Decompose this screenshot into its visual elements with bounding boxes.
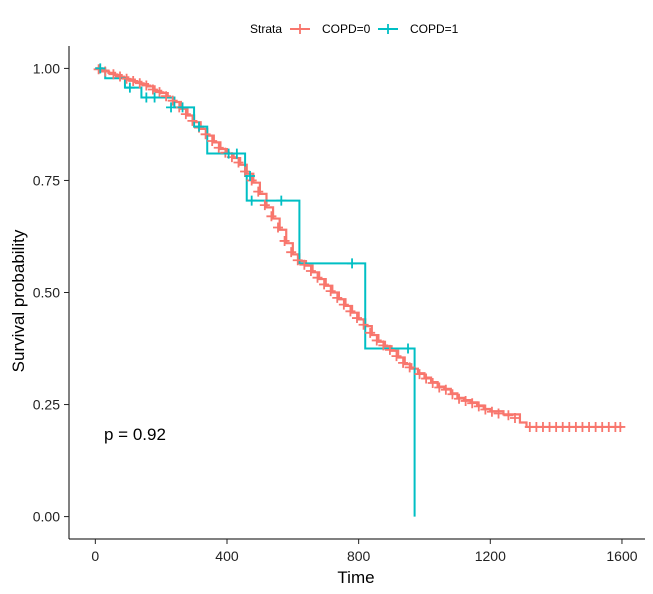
series-line-copd-0	[95, 67, 622, 429]
p-value-annotation: p = 0.92	[104, 425, 166, 444]
censor-mark-copd-0	[440, 384, 451, 395]
censor-mark-copd-0	[434, 382, 445, 393]
x-tick-label: 1600	[606, 548, 637, 564]
y-tick-label: 0.75	[33, 172, 60, 188]
censor-mark-copd-0	[421, 373, 432, 384]
censor-mark-copd-0	[486, 406, 497, 417]
censor-mark-copd-0	[128, 75, 139, 86]
x-axis-ticks: 0 400 800 1200 1600	[91, 539, 638, 564]
censor-layer	[93, 63, 626, 432]
censor-mark-copd-0	[615, 421, 626, 432]
censor-mark-copd-0	[384, 344, 395, 355]
censor-mark-copd-0	[325, 286, 336, 297]
censor-mark-copd-1	[149, 92, 160, 103]
censor-mark-copd-0	[154, 87, 165, 98]
censor-mark-copd-0	[460, 395, 471, 406]
censor-mark-copd-0	[338, 299, 349, 310]
legend-key-copd-0	[290, 24, 310, 34]
censor-mark-copd-0	[312, 272, 323, 283]
censor-mark-copd-1	[231, 148, 242, 159]
censor-mark-copd-0	[493, 408, 504, 419]
censor-mark-copd-0	[147, 84, 158, 95]
censor-mark-copd-0	[345, 306, 356, 317]
series-layer	[95, 67, 622, 517]
censor-mark-copd-0	[391, 351, 402, 362]
censor-mark-copd-0	[207, 136, 218, 147]
censor-mark-copd-0	[286, 247, 297, 258]
censor-mark-copd-1	[166, 102, 177, 113]
censor-mark-copd-0	[398, 357, 409, 368]
censor-mark-copd-1	[124, 82, 135, 93]
censor-mark-copd-0	[200, 129, 211, 140]
censor-mark-copd-0	[273, 222, 284, 233]
censor-mark-copd-0	[305, 265, 316, 276]
censor-mark-copd-0	[378, 340, 389, 351]
censor-mark-copd-0	[167, 95, 178, 106]
censor-mark-copd-0	[299, 259, 310, 270]
censor-mark-copd-0	[266, 211, 277, 222]
censor-mark-copd-0	[134, 78, 145, 89]
censor-mark-copd-0	[332, 292, 343, 303]
x-tick-label: 400	[215, 548, 239, 564]
censor-mark-copd-0	[473, 401, 484, 412]
censor-mark-copd-0	[447, 389, 458, 400]
y-axis-title: Survival probability	[9, 229, 28, 372]
x-tick-label: 1200	[475, 548, 506, 564]
censor-mark-copd-0	[253, 186, 264, 197]
censor-mark-copd-1	[95, 63, 106, 74]
y-axis-ticks: 0.00 0.25 0.50 0.75 1.00	[33, 60, 69, 525]
censor-mark-copd-0	[121, 73, 132, 84]
censor-mark-copd-1	[276, 195, 287, 206]
censor-mark-copd-0	[141, 80, 152, 91]
censor-mark-copd-0	[213, 142, 224, 153]
censor-mark-copd-0	[279, 235, 290, 246]
censor-mark-copd-0	[319, 279, 330, 290]
legend-label-copd-1: COPD=1	[410, 22, 459, 36]
y-tick-label: 1.00	[33, 60, 60, 76]
censor-mark-copd-0	[480, 404, 491, 415]
censor-mark-copd-1	[246, 195, 257, 206]
series-line-copd-1	[95, 67, 416, 517]
censor-mark-copd-0	[371, 335, 382, 346]
legend-key-copd-1	[378, 24, 398, 34]
censor-mark-copd-1	[177, 102, 188, 113]
legend-title: Strata	[250, 22, 282, 36]
censor-mark-copd-0	[414, 369, 425, 380]
censor-mark-copd-0	[467, 398, 478, 409]
censor-mark-copd-0	[365, 327, 376, 338]
censor-mark-copd-0	[404, 362, 415, 373]
censor-mark-copd-0	[352, 313, 362, 324]
x-tick-label: 800	[347, 548, 371, 564]
censor-mark-copd-0	[115, 71, 126, 82]
censor-mark-copd-0	[509, 412, 520, 423]
legend-label-copd-0: COPD=0	[322, 22, 371, 36]
censor-mark-copd-0	[503, 410, 514, 421]
censor-mark-copd-0	[187, 115, 198, 126]
y-tick-label: 0.00	[33, 509, 60, 525]
y-tick-label: 0.25	[33, 397, 60, 413]
censor-mark-copd-1	[347, 258, 358, 269]
censor-mark-copd-0	[427, 378, 438, 389]
censor-mark-copd-1	[403, 343, 414, 354]
censor-mark-copd-0	[454, 393, 465, 404]
censor-mark-copd-0	[358, 319, 369, 330]
censor-mark-copd-0	[180, 109, 191, 120]
x-axis-title: Time	[337, 568, 374, 587]
censor-mark-copd-1	[194, 121, 205, 132]
censor-mark-copd-1	[245, 170, 256, 181]
censor-mark-copd-0	[259, 200, 270, 211]
censor-mark-copd-0	[161, 91, 172, 102]
censor-mark-copd-0	[108, 69, 119, 80]
censor-mark-copd-0	[240, 166, 251, 177]
y-tick-label: 0.50	[33, 285, 60, 301]
censor-mark-copd-0	[246, 175, 257, 186]
censor-mark-copd-0	[292, 255, 303, 266]
censor-mark-copd-0	[233, 157, 244, 168]
x-tick-label: 0	[91, 548, 99, 564]
legend: Strata COPD=0 COPD=1	[250, 22, 459, 36]
